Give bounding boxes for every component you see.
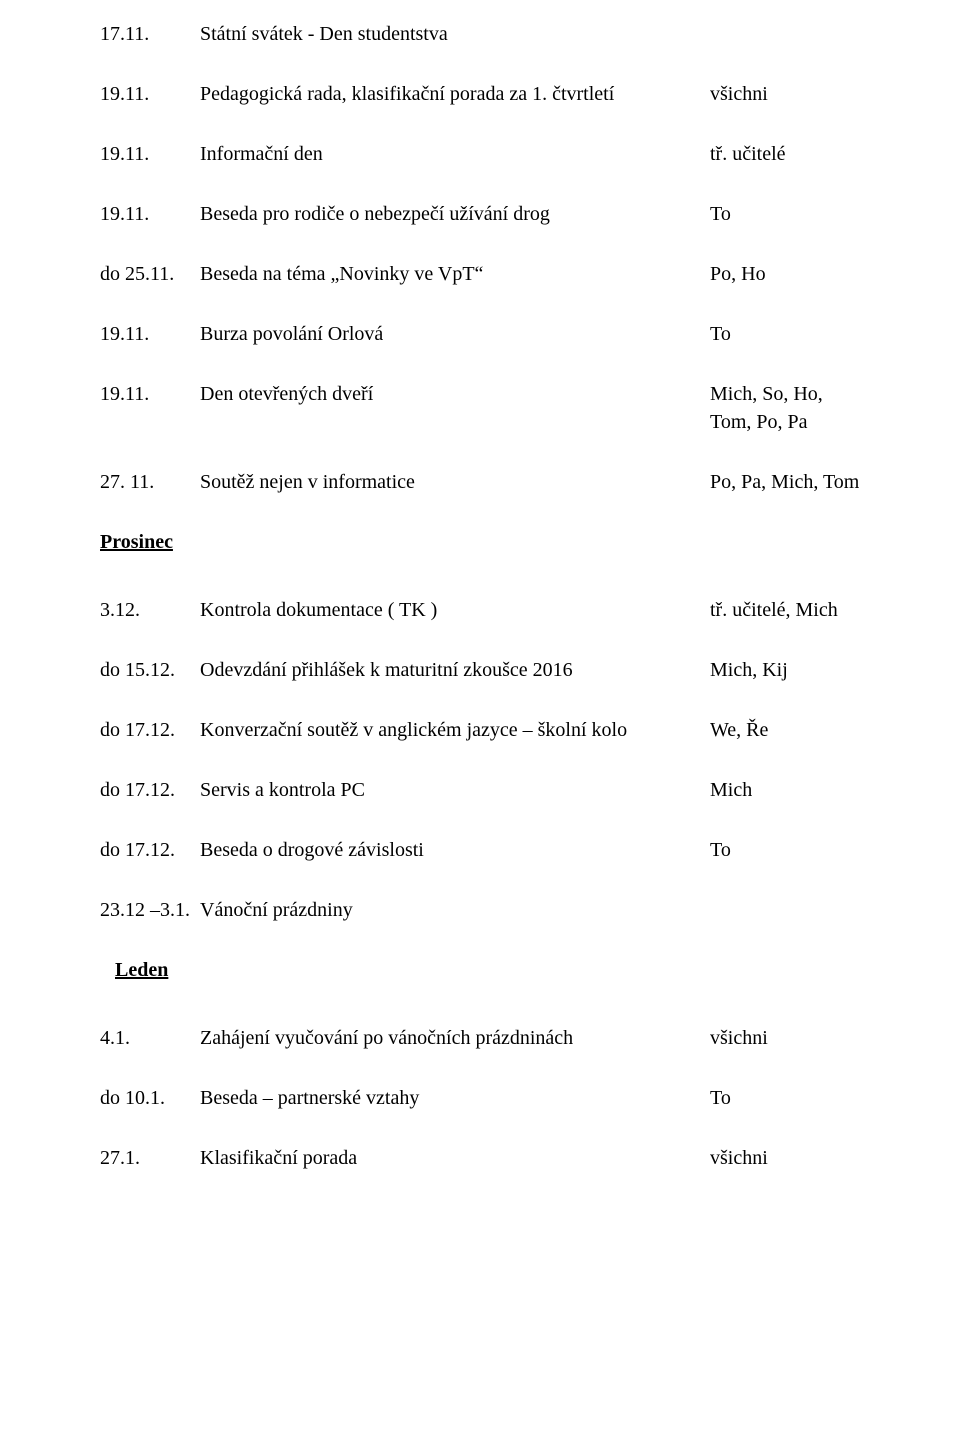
who-cell: To [710,200,860,228]
schedule-row: 27. 11. Soutěž nejen v informatice Po, P… [100,468,860,496]
desc-cell: Beseda na téma „Novinky ve VpT“ [200,260,710,288]
schedule-row: do 17.12. Konverzační soutěž v anglickém… [100,716,860,744]
who-cell: Mich, Kij [710,656,860,684]
document-page: 17.11. Státní svátek - Den studentstva 1… [0,0,960,1434]
date-cell: do 17.12. [100,716,200,744]
who-cell: všichni [710,80,860,108]
desc-cell: Servis a kontrola PC [200,776,710,804]
schedule-row: 23.12 –3.1. Vánoční prázdniny [100,896,860,924]
date-cell: 4.1. [100,1024,200,1052]
desc-cell: Kontrola dokumentace ( TK ) [200,596,710,624]
date-cell: 19.11. [100,200,200,228]
schedule-row: 19.11. Den otevřených dveří Mich, So, Ho… [100,380,860,436]
who-cell: všichni [710,1024,860,1052]
desc-cell: Odevzdání přihlášek k maturitní zkoušce … [200,656,710,684]
schedule-row: 19.11. Informační den tř. učitelé [100,140,860,168]
desc-cell: Informační den [200,140,710,168]
schedule-row: do 15.12. Odevzdání přihlášek k maturitn… [100,656,860,684]
date-cell: 23.12 –3.1. [100,896,200,924]
section-header-leden: Leden [100,956,860,984]
who-cell [710,20,860,48]
schedule-row: 3.12. Kontrola dokumentace ( TK ) tř. uč… [100,596,860,624]
date-cell: 27.1. [100,1144,200,1172]
schedule-row: do 25.11. Beseda na téma „Novinky ve VpT… [100,260,860,288]
who-cell: tř. učitelé [710,140,860,168]
desc-cell: Beseda – partnerské vztahy [200,1084,710,1112]
who-cell: všichni [710,1144,860,1172]
schedule-row: 27.1. Klasifikační porada všichni [100,1144,860,1172]
schedule-row: 19.11. Beseda pro rodiče o nebezpečí uží… [100,200,860,228]
schedule-row: 19.11. Pedagogická rada, klasifikační po… [100,80,860,108]
date-cell: do 10.1. [100,1084,200,1112]
who-cell: To [710,320,860,348]
schedule-row: do 17.12. Beseda o drogové závislosti To [100,836,860,864]
desc-cell: Beseda o drogové závislosti [200,836,710,864]
desc-cell: Klasifikační porada [200,1144,710,1172]
desc-cell: Burza povolání Orlová [200,320,710,348]
date-cell: 19.11. [100,140,200,168]
date-cell: do 15.12. [100,656,200,684]
date-cell: do 25.11. [100,260,200,288]
schedule-row: do 17.12. Servis a kontrola PC Mich [100,776,860,804]
who-cell: Mich, So, Ho, Tom, Po, Pa [710,380,860,436]
date-cell: do 17.12. [100,836,200,864]
desc-cell: Vánoční prázdniny [200,896,710,924]
who-cell [710,896,860,924]
schedule-row: 4.1. Zahájení vyučování po vánočních prá… [100,1024,860,1052]
who-cell: Mich [710,776,860,804]
desc-cell: Beseda pro rodiče o nebezpečí užívání dr… [200,200,710,228]
who-line2: Tom, Po, Pa [710,408,860,436]
who-cell: To [710,836,860,864]
date-cell: 19.11. [100,80,200,108]
desc-cell: Zahájení vyučování po vánočních prázdnin… [200,1024,710,1052]
who-cell: tř. učitelé, Mich [710,596,860,624]
schedule-row: 17.11. Státní svátek - Den studentstva [100,20,860,48]
date-cell: 3.12. [100,596,200,624]
desc-cell: Konverzační soutěž v anglickém jazyce – … [200,716,710,744]
desc-cell: Státní svátek - Den studentstva [200,20,710,48]
date-cell: 27. 11. [100,468,200,496]
schedule-row: 19.11. Burza povolání Orlová To [100,320,860,348]
date-cell: 19.11. [100,380,200,436]
desc-cell: Soutěž nejen v informatice [200,468,710,496]
who-cell: We, Ře [710,716,860,744]
desc-cell: Den otevřených dveří [200,380,710,436]
date-cell: 19.11. [100,320,200,348]
desc-cell: Pedagogická rada, klasifikační porada za… [200,80,710,108]
who-cell: Po, Pa, Mich, Tom [710,468,860,496]
who-cell: Po, Ho [710,260,860,288]
who-line1: Mich, So, Ho, [710,380,860,408]
who-cell: To [710,1084,860,1112]
schedule-row: do 10.1. Beseda – partnerské vztahy To [100,1084,860,1112]
section-header-prosinec: Prosinec [100,528,860,556]
date-cell: do 17.12. [100,776,200,804]
date-cell: 17.11. [100,20,200,48]
